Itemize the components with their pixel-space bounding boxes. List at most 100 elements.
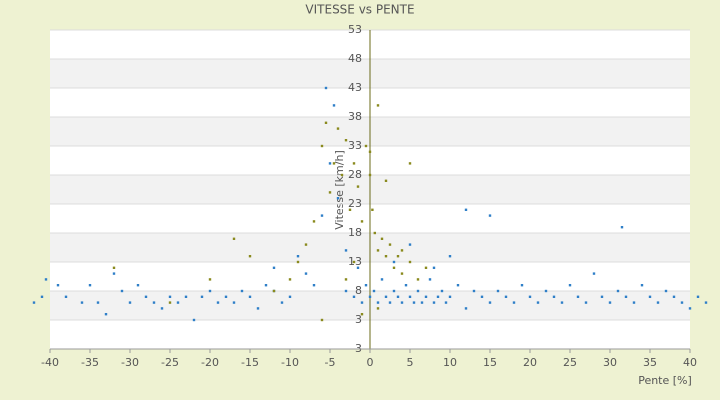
point — [232, 301, 236, 304]
point — [344, 139, 348, 142]
point — [528, 295, 532, 298]
point — [408, 295, 412, 298]
point — [404, 284, 408, 287]
point — [448, 295, 452, 298]
y-tick-label: 3 — [355, 313, 362, 326]
point — [396, 295, 400, 298]
point — [440, 289, 444, 293]
x-tick-label: 5 — [407, 356, 414, 369]
point — [680, 301, 684, 304]
point — [384, 179, 388, 182]
point — [304, 243, 308, 246]
point — [568, 284, 572, 287]
x-tick-label: -10 — [281, 356, 299, 369]
point — [88, 284, 92, 287]
point — [388, 243, 392, 246]
point — [536, 301, 540, 304]
point — [392, 289, 396, 293]
point — [340, 173, 344, 177]
point — [640, 284, 644, 287]
y-tick-label: 43 — [348, 81, 362, 94]
y-tick-label: 53 — [348, 23, 362, 36]
x-tick-label: -15 — [241, 356, 259, 369]
point — [488, 214, 492, 217]
point — [408, 260, 412, 264]
point — [44, 278, 48, 281]
point — [324, 121, 328, 124]
point — [136, 284, 140, 287]
point — [464, 307, 468, 310]
point — [352, 295, 356, 298]
point — [288, 278, 292, 281]
y-tick-label: 18 — [348, 226, 362, 239]
point — [368, 173, 372, 177]
point — [248, 295, 252, 298]
y-tick-label: 48 — [348, 52, 362, 65]
point — [600, 295, 604, 298]
point — [344, 278, 348, 281]
point — [372, 289, 376, 293]
point — [396, 255, 400, 258]
point — [160, 307, 164, 310]
point — [488, 301, 492, 304]
point — [344, 289, 348, 293]
point — [696, 295, 700, 298]
point — [376, 104, 380, 107]
point — [576, 295, 580, 298]
point — [272, 266, 276, 269]
point — [332, 104, 336, 107]
point — [436, 295, 440, 298]
point — [632, 301, 636, 304]
x-tick-label: 15 — [483, 356, 497, 369]
point — [288, 295, 292, 298]
point — [496, 289, 500, 293]
point — [40, 295, 44, 298]
point — [664, 289, 668, 293]
point — [592, 272, 596, 275]
point — [416, 289, 420, 293]
point — [96, 301, 100, 304]
point — [400, 301, 404, 304]
point — [320, 318, 324, 322]
point — [432, 301, 436, 304]
point — [400, 249, 404, 252]
point — [120, 289, 124, 293]
point — [112, 272, 116, 275]
x-tick-label: 20 — [523, 356, 537, 369]
point — [388, 301, 392, 304]
point — [112, 266, 116, 269]
point — [616, 289, 620, 293]
point — [296, 255, 300, 258]
x-tick-label: -30 — [121, 356, 139, 369]
point — [332, 162, 336, 165]
point — [356, 185, 360, 188]
x-tick-label: 40 — [683, 356, 697, 369]
point — [392, 266, 396, 269]
point — [380, 237, 384, 240]
point — [312, 220, 316, 223]
point — [456, 284, 460, 287]
point — [32, 301, 36, 304]
point — [152, 301, 156, 304]
point — [380, 278, 384, 281]
point — [360, 313, 364, 316]
point — [336, 127, 340, 130]
point — [504, 295, 508, 298]
point — [344, 249, 348, 252]
point — [384, 295, 388, 298]
point — [416, 278, 420, 281]
point — [444, 301, 448, 304]
point — [368, 295, 372, 298]
point — [216, 301, 220, 304]
y-tick-label: 38 — [348, 110, 362, 123]
point — [424, 266, 428, 269]
point — [360, 301, 364, 304]
point — [448, 255, 452, 258]
point — [364, 284, 368, 287]
point — [364, 144, 368, 148]
point — [672, 295, 676, 298]
y-tick-label: 23 — [348, 197, 362, 210]
point — [376, 249, 380, 252]
point — [624, 295, 628, 298]
